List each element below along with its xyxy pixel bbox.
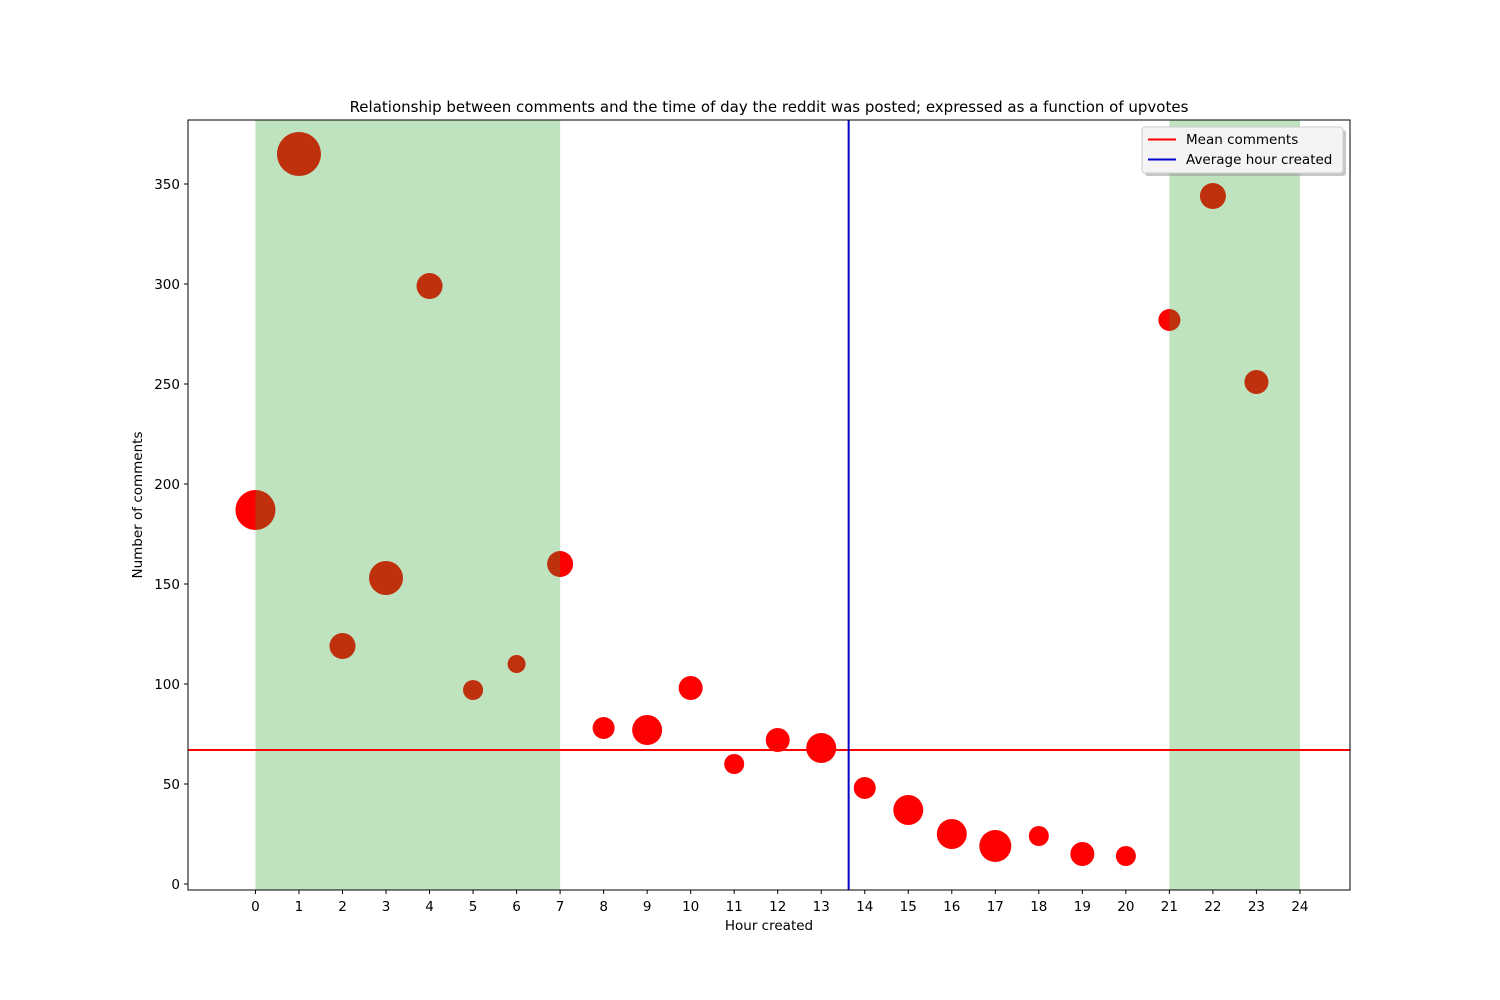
data-point-8	[592, 717, 615, 739]
data-point-7	[547, 551, 574, 577]
x-tick-label: 18	[1030, 899, 1047, 915]
data-point-23	[1244, 370, 1269, 394]
plot-frame	[187, 119, 1351, 891]
data-point-22	[1199, 183, 1226, 209]
x-tick-label: 15	[900, 899, 917, 915]
data-points	[235, 132, 1269, 866]
x-tick-label: 6	[512, 899, 521, 915]
y-tick-label: 100	[154, 677, 180, 693]
data-point-20	[1115, 846, 1136, 866]
data-point-11	[724, 754, 745, 774]
x-axis-label: Hour created	[725, 918, 813, 934]
x-tick-label: 0	[251, 899, 260, 915]
data-point-19	[1070, 842, 1095, 866]
x-tick-label: 1	[295, 899, 304, 915]
data-point-13	[806, 733, 837, 763]
data-point-1	[276, 132, 321, 176]
data-point-3	[369, 561, 404, 595]
shaded-regions	[255, 120, 1300, 890]
y-tick-label: 150	[154, 577, 180, 593]
x-tick-label: 5	[469, 899, 478, 915]
x-tick-label: 10	[682, 899, 699, 915]
data-point-10	[678, 676, 703, 700]
data-point-6	[507, 655, 526, 673]
data-point-14	[853, 777, 876, 799]
y-tick-label: 300	[154, 277, 180, 293]
y-tick-label: 200	[154, 477, 180, 493]
x-tick-label: 13	[813, 899, 830, 915]
x-tick-label: 14	[856, 899, 873, 915]
x-tick-label: 2	[338, 899, 347, 915]
x-tick-label: 11	[726, 899, 743, 915]
data-point-4	[416, 273, 443, 299]
reference-lines	[188, 120, 1350, 890]
x-tick-label: 19	[1074, 899, 1091, 915]
x-tick-label: 16	[943, 899, 960, 915]
shaded-region-1	[1169, 120, 1300, 890]
x-tick-label: 22	[1204, 899, 1221, 915]
y-tick-label: 350	[154, 177, 180, 193]
data-point-2	[329, 633, 356, 659]
data-point-9	[632, 715, 663, 745]
x-tick-label: 23	[1248, 899, 1265, 915]
chart-title: Relationship between comments and the ti…	[350, 98, 1189, 116]
x-tick-label: 8	[599, 899, 608, 915]
data-point-12	[765, 728, 790, 752]
axes: 0 1 2 3 4 5 6 7 8 9 10 11 12 13 14 15 16 17 18 19 20 21 22 23 24…	[154, 119, 1351, 915]
legend-label-mean-comments: Mean comments	[1186, 132, 1298, 148]
data-point-0	[235, 490, 276, 530]
y-tick-label: 250	[154, 377, 180, 393]
x-tick-label: 24	[1291, 899, 1308, 915]
y-tick-label: 0	[171, 877, 180, 893]
x-tick-label: 7	[556, 899, 565, 915]
x-tick-label: 4	[425, 899, 434, 915]
x-tick-label: 3	[382, 899, 391, 915]
legend-label-average-hour: Average hour created	[1186, 152, 1332, 168]
x-tick-label: 20	[1117, 899, 1134, 915]
shaded-region-0	[255, 120, 561, 890]
data-point-5	[463, 680, 484, 700]
x-tick-label: 9	[643, 899, 652, 915]
x-tick-label: 17	[987, 899, 1004, 915]
legend: Mean comments Average hour created	[1141, 126, 1346, 176]
data-point-15	[893, 795, 924, 825]
y-axis-label: Number of comments	[130, 432, 146, 579]
y-tick-label: 50	[163, 777, 180, 793]
data-point-16	[936, 819, 967, 849]
data-point-18	[1028, 826, 1049, 846]
data-point-17	[979, 830, 1012, 862]
data-point-21	[1158, 309, 1181, 331]
x-tick-label: 21	[1161, 899, 1178, 915]
x-tick-label: 12	[769, 899, 786, 915]
legend-box	[1141, 126, 1344, 174]
